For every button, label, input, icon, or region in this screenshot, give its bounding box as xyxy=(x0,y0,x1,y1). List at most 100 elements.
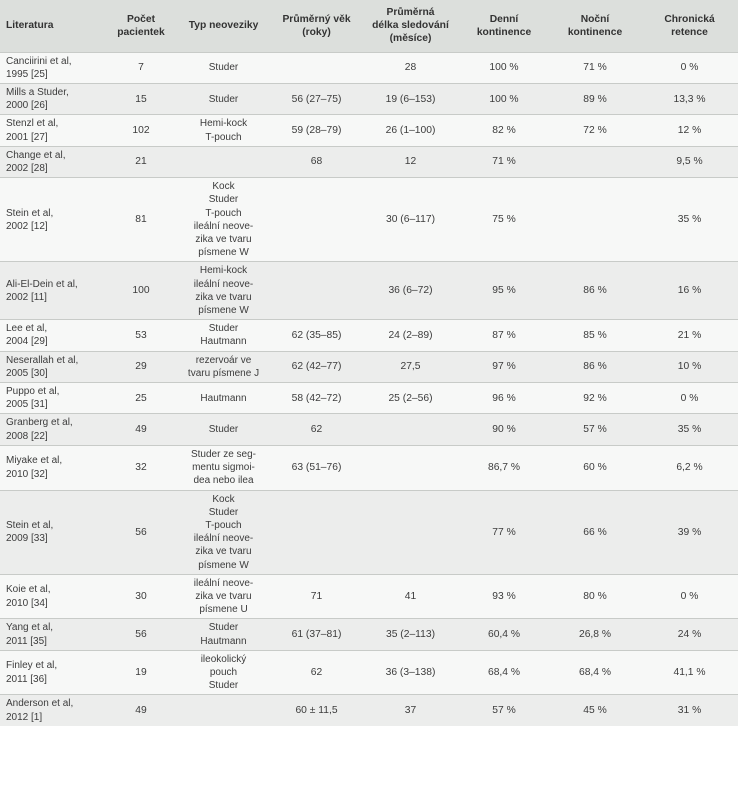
cell-delka-sledovani: 35 (2–113) xyxy=(362,618,459,651)
cell-delka-sledovani: 25 (2–56) xyxy=(362,382,459,414)
cell-literatura: Change et al, 2002 [28] xyxy=(0,145,106,178)
cell-pocet-pacientek: 56 xyxy=(106,489,176,575)
header-denni-kontinence: Denní kontinence xyxy=(459,0,549,53)
header-literatura: Literatura xyxy=(0,0,106,53)
cell-delka-sledovani: 36 (3–138) xyxy=(362,649,459,695)
cell-chronicka-retence: 12 % xyxy=(641,114,738,147)
cell-typ-neoveziky: Studer xyxy=(176,51,271,84)
cell-chronicka-retence: 21 % xyxy=(641,319,738,352)
cell-literatura: Granberg et al, 2008 [22] xyxy=(0,413,106,446)
cell-nocni-kontinence: 86 % xyxy=(549,350,641,383)
cell-denni-kontinence: 75 % xyxy=(459,177,549,262)
cell-denni-kontinence: 57 % xyxy=(459,694,549,726)
cell-prumerny-vek: 61 (37–81) xyxy=(271,618,362,651)
cell-prumerny-vek: 68 xyxy=(271,145,362,178)
cell-chronicka-retence: 35 % xyxy=(641,177,738,262)
cell-denni-kontinence: 60,4 % xyxy=(459,618,549,651)
cell-pocet-pacientek: 21 xyxy=(106,145,176,178)
cell-chronicka-retence: 0 % xyxy=(641,51,738,84)
cell-prumerny-vek xyxy=(271,51,362,84)
table-row: Koie et al, 2010 [34] 30 ileální neove- zi… xyxy=(0,573,738,619)
cell-pocet-pacientek: 32 xyxy=(106,444,176,490)
table-row: Miyake et al, 2010 [32] 32 Studer ze seg- … xyxy=(0,444,738,490)
header-delka-sledovani: Průměrná délka sledování (měsíce) xyxy=(362,0,459,53)
cell-chronicka-retence: 6,2 % xyxy=(641,444,738,490)
cell-prumerny-vek xyxy=(271,489,362,575)
cell-nocni-kontinence: 71 % xyxy=(549,51,641,84)
cell-denni-kontinence: 82 % xyxy=(459,114,549,147)
table-row: Puppo et al, 2005 [31] 25 Hautmann 58 (42–7… xyxy=(0,382,738,414)
cell-pocet-pacientek: 56 xyxy=(106,618,176,651)
cell-denni-kontinence: 90 % xyxy=(459,413,549,446)
header-chronicka-retence: Chronická retence xyxy=(641,0,738,53)
cell-chronicka-retence: 24 % xyxy=(641,618,738,651)
cell-delka-sledovani xyxy=(362,444,459,490)
cell-prumerny-vek: 56 (27–75) xyxy=(271,83,362,115)
cell-literatura: Puppo et al, 2005 [31] xyxy=(0,382,106,414)
cell-prumerny-vek: 62 xyxy=(271,649,362,695)
cell-typ-neoveziky: ileální neove- zika ve tvaru písmene U xyxy=(176,573,271,619)
cell-prumerny-vek: 62 (35–85) xyxy=(271,319,362,352)
table-row: Ali-El-Dein et al, 2002 [11] 100 Hemi-kock… xyxy=(0,261,738,320)
cell-denni-kontinence: 71 % xyxy=(459,145,549,178)
cell-pocet-pacientek: 7 xyxy=(106,51,176,84)
cell-typ-neoveziky: rezervoár ve tvaru písmene J xyxy=(176,350,271,383)
cell-pocet-pacientek: 81 xyxy=(106,177,176,262)
cell-denni-kontinence: 100 % xyxy=(459,51,549,84)
cell-denni-kontinence: 96 % xyxy=(459,382,549,414)
cell-chronicka-retence: 41,1 % xyxy=(641,649,738,695)
cell-nocni-kontinence: 68,4 % xyxy=(549,649,641,695)
cell-delka-sledovani: 12 xyxy=(362,145,459,178)
cell-typ-neoveziky: Hemi-kock T-pouch xyxy=(176,114,271,147)
cell-typ-neoveziky: Studer Hautmann xyxy=(176,319,271,352)
cell-prumerny-vek: 59 (28–79) xyxy=(271,114,362,147)
cell-literatura: Mills a Studer, 2000 [26] xyxy=(0,83,106,115)
cell-prumerny-vek: 60 ± 11,5 xyxy=(271,694,362,726)
cell-prumerny-vek: 62 (42–77) xyxy=(271,350,362,383)
cell-typ-neoveziky: ileokolický pouch Studer xyxy=(176,649,271,695)
cell-typ-neoveziky: Studer Hautmann xyxy=(176,618,271,651)
cell-chronicka-retence: 10 % xyxy=(641,350,738,383)
table-row: Lee et al, 2004 [29] 53 Studer Hautmann 62 … xyxy=(0,319,738,352)
cell-pocet-pacientek: 100 xyxy=(106,261,176,320)
cell-nocni-kontinence xyxy=(549,145,641,178)
cell-nocni-kontinence: 45 % xyxy=(549,694,641,726)
cell-delka-sledovani: 30 (6–117) xyxy=(362,177,459,262)
cell-nocni-kontinence xyxy=(549,177,641,262)
cell-literatura: Canciirini et al, 1995 [25] xyxy=(0,51,106,84)
table-row: Neserallah et al, 2005 [30] 29 rezervoár v… xyxy=(0,350,738,383)
table-row: Stein et al, 2009 [33] 56 Kock Studer T-po… xyxy=(0,489,738,575)
cell-prumerny-vek: 63 (51–76) xyxy=(271,444,362,490)
cell-chronicka-retence: 0 % xyxy=(641,573,738,619)
cell-nocni-kontinence: 80 % xyxy=(549,573,641,619)
cell-delka-sledovani: 26 (1–100) xyxy=(362,114,459,147)
cell-typ-neoveziky: Studer ze seg- mentu sigmoi- dea nebo il… xyxy=(176,444,271,490)
cell-literatura: Koie et al, 2010 [34] xyxy=(0,573,106,619)
table-row: Yang et al, 2011 [35] 56 Studer Hautmann 61… xyxy=(0,618,738,651)
cell-literatura: Finley et al, 2011 [36] xyxy=(0,649,106,695)
cell-delka-sledovani: 28 xyxy=(362,51,459,84)
table-row: Granberg et al, 2008 [22] 49 Studer 62 90 % 5… xyxy=(0,413,738,446)
cell-nocni-kontinence: 92 % xyxy=(549,382,641,414)
cell-denni-kontinence: 86,7 % xyxy=(459,444,549,490)
cell-delka-sledovani: 36 (6–72) xyxy=(362,261,459,320)
cell-typ-neoveziky: Studer xyxy=(176,83,271,115)
cell-denni-kontinence: 95 % xyxy=(459,261,549,320)
cell-denni-kontinence: 97 % xyxy=(459,350,549,383)
cell-literatura: Neserallah et al, 2005 [30] xyxy=(0,350,106,383)
cell-delka-sledovani: 19 (6–153) xyxy=(362,83,459,115)
cell-delka-sledovani: 24 (2–89) xyxy=(362,319,459,352)
cell-pocet-pacientek: 25 xyxy=(106,382,176,414)
cell-literatura: Yang et al, 2011 [35] xyxy=(0,618,106,651)
cell-pocet-pacientek: 29 xyxy=(106,350,176,383)
cell-nocni-kontinence: 72 % xyxy=(549,114,641,147)
table-header: Literatura Počet pacientek Typ neoveziky… xyxy=(0,0,738,53)
cell-typ-neoveziky: Hemi-kock ileální neove- zika ve tvaru p… xyxy=(176,261,271,320)
cell-pocet-pacientek: 49 xyxy=(106,694,176,726)
cell-chronicka-retence: 31 % xyxy=(641,694,738,726)
table-body: Canciirini et al, 1995 [25] 7 Studer 28 100 … xyxy=(0,51,738,726)
cell-denni-kontinence: 68,4 % xyxy=(459,649,549,695)
cell-delka-sledovani: 27,5 xyxy=(362,350,459,383)
cell-chronicka-retence: 16 % xyxy=(641,261,738,320)
cell-pocet-pacientek: 49 xyxy=(106,413,176,446)
